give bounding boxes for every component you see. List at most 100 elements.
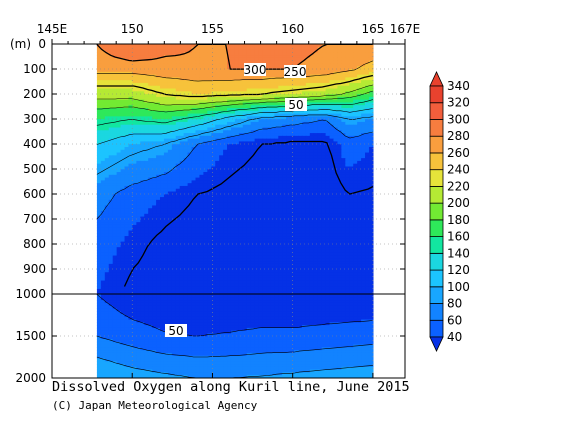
heatmap-cell [341, 44, 346, 48]
heatmap-cell [104, 130, 110, 134]
heatmap-cell [179, 55, 185, 59]
heatmap-cell [112, 152, 118, 156]
heatmap-cell [286, 46, 291, 51]
heatmap-cell [317, 238, 323, 243]
heatmap-cell [337, 213, 342, 218]
heatmap-cell [104, 208, 110, 212]
heatmap-cell [357, 105, 362, 109]
heatmap-cell [144, 216, 149, 220]
heatmap-cell [266, 216, 271, 220]
heatmap-cell [175, 158, 181, 162]
heatmap-cell [203, 166, 208, 170]
heatmap-cell [305, 202, 311, 207]
heatmap-cell [163, 60, 169, 65]
heatmap-cell [207, 216, 212, 220]
heatmap-cell [120, 208, 126, 212]
heatmap-cell [238, 74, 244, 78]
heatmap-cell [341, 211, 346, 215]
heatmap-cell [116, 163, 122, 168]
heatmap-cell [140, 108, 145, 112]
heatmap-cell [238, 85, 244, 90]
heatmap-cell [250, 82, 256, 87]
heatmap-cell [167, 219, 173, 223]
heatmap-cell [163, 216, 169, 220]
heatmap-cell [116, 133, 122, 137]
heatmap-cell [361, 133, 366, 137]
heatmap-cell [254, 169, 260, 173]
heatmap-cell [361, 99, 366, 104]
heatmap-cell [187, 130, 193, 134]
heatmap-cell [124, 130, 130, 134]
heatmap-cell [298, 119, 303, 123]
heatmap-cell [309, 102, 315, 106]
heatmap-cell [207, 127, 212, 131]
heatmap-cell [357, 135, 362, 140]
heatmap-cell [242, 110, 248, 115]
heatmap-cell [104, 180, 110, 184]
heatmap-cell [148, 108, 153, 112]
heatmap-cell [120, 224, 126, 229]
heatmap-cell [108, 108, 114, 112]
heatmap-cell [282, 160, 287, 165]
heatmap-cell [242, 202, 248, 207]
heatmap-cell [152, 185, 157, 190]
heatmap-cell [313, 224, 319, 229]
heatmap-cell [286, 80, 291, 84]
heatmap-cell [349, 63, 354, 67]
heatmap-cell [242, 124, 248, 129]
heatmap-cell [112, 85, 118, 90]
heatmap-cell [152, 46, 157, 51]
heatmap-cell [108, 183, 114, 187]
heatmap-cell [321, 77, 327, 81]
heatmap-cell [321, 88, 327, 92]
heatmap-cell [207, 102, 212, 106]
heatmap-cell [361, 174, 366, 179]
heatmap-cell [274, 116, 279, 120]
heatmap-cell [207, 108, 212, 112]
heatmap-cell [96, 172, 102, 176]
heatmap-cell [341, 135, 346, 140]
heatmap-cell [329, 102, 335, 106]
heatmap-cell [116, 49, 122, 53]
heatmap-cell [309, 230, 315, 234]
heatmap-cell [341, 183, 346, 187]
heatmap-cell [278, 211, 283, 215]
heatmap-cell [136, 141, 141, 145]
heatmap-cell [179, 224, 185, 229]
heatmap-cell [317, 116, 323, 120]
heatmap-cell [337, 110, 342, 115]
heatmap-cell [207, 71, 212, 76]
heatmap-cell [246, 233, 252, 237]
heatmap-cell [301, 149, 307, 154]
heatmap-cell [207, 236, 212, 240]
heatmap-cell [333, 230, 339, 234]
heatmap-cell [195, 71, 201, 76]
heatmap-cell [337, 82, 342, 87]
heatmap-cell [234, 133, 240, 137]
heatmap-cell [100, 121, 106, 126]
heatmap-cell [325, 85, 331, 90]
heatmap-cell [211, 227, 216, 232]
heatmap-cell [156, 211, 161, 215]
heatmap-cell [325, 177, 331, 181]
heatmap-cell [104, 174, 110, 179]
heatmap-cell [144, 94, 149, 98]
heatmap-cell [140, 222, 145, 226]
heatmap-cell [179, 88, 185, 92]
heatmap-cell [163, 236, 169, 240]
heatmap-cell [136, 110, 141, 115]
heatmap-cell [211, 116, 216, 120]
heatmap-cell [148, 63, 153, 67]
heatmap-cell [238, 135, 244, 140]
heatmap-cell [294, 130, 299, 134]
heatmap-cell [368, 44, 374, 48]
heatmap-cell [368, 236, 374, 240]
heatmap-cell [116, 108, 122, 112]
heatmap-cell [108, 52, 114, 56]
heatmap-cell [100, 172, 106, 176]
heatmap-cell [230, 130, 236, 134]
heatmap-cell [167, 144, 173, 148]
heatmap-cell [274, 183, 279, 187]
heatmap-cell [171, 202, 177, 207]
heatmap-cell [329, 80, 335, 84]
